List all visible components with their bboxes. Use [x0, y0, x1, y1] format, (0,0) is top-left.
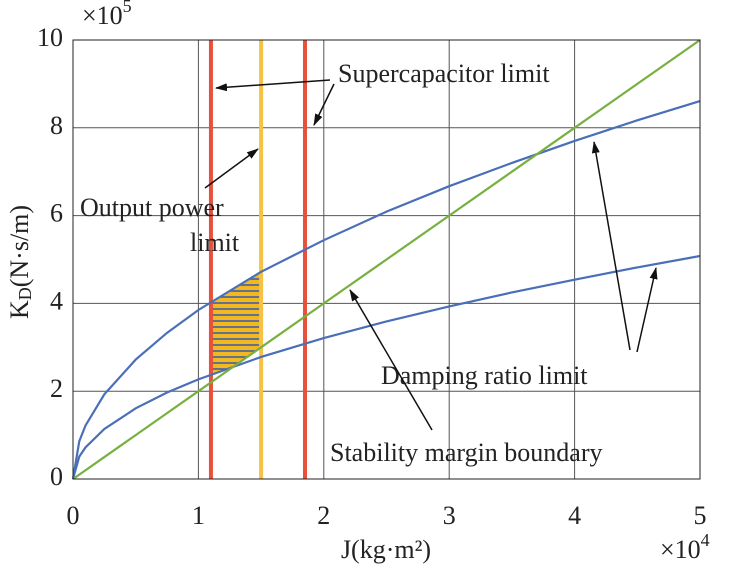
x-tick-label: 1 — [192, 501, 205, 530]
y-tick-label: 2 — [50, 374, 63, 403]
x-multiplier: ×104 — [660, 530, 710, 564]
y-multiplier-exp: 5 — [123, 0, 132, 16]
y-label-sub: D — [15, 287, 35, 300]
arrow — [204, 148, 259, 189]
y-label-main: K — [5, 300, 34, 319]
x-tick-label: 4 — [568, 501, 581, 530]
arrow — [215, 79, 331, 92]
annotation: Stability margin boundary — [330, 438, 603, 467]
x-tick-label: 5 — [694, 501, 707, 530]
y-tick-label: 6 — [50, 199, 63, 228]
y-tick-label: 10 — [37, 23, 63, 52]
x-tick-label: 0 — [67, 501, 80, 530]
x-tick-label: 2 — [317, 501, 330, 530]
arrow — [313, 83, 335, 126]
plot — [71, 39, 701, 480]
y-axis-label: KD(N·s/m) — [5, 205, 35, 319]
y-label-rest: (N·s/m) — [5, 205, 34, 287]
annotation: Damping ratio limit — [381, 361, 588, 390]
annotations: Supercapacitor limit Output power limit … — [80, 59, 658, 467]
series-line — [71, 254, 701, 480]
annotation: limit — [190, 228, 240, 257]
y-multiplier: ×105 — [82, 0, 132, 30]
y-tick-label: 4 — [50, 286, 63, 315]
x-multiplier-exp: 4 — [701, 530, 710, 550]
feasible-region — [210, 271, 262, 375]
annotation: Output power — [80, 193, 224, 222]
arrow — [636, 267, 658, 353]
y-tick-label: 8 — [50, 111, 63, 140]
x-axis-label: J(kg·m²) — [341, 535, 431, 564]
x-multiplier-base: ×10 — [660, 535, 701, 564]
arrow — [349, 289, 433, 431]
series-line — [71, 99, 701, 480]
arrow — [591, 141, 631, 351]
y-tick-label: 0 — [50, 462, 63, 491]
plot-frame — [72, 39, 701, 480]
annotation: Supercapacitor limit — [338, 59, 550, 88]
x-tick-label: 3 — [443, 501, 456, 530]
series-line — [72, 39, 701, 480]
y-multiplier-base: ×10 — [82, 1, 123, 30]
